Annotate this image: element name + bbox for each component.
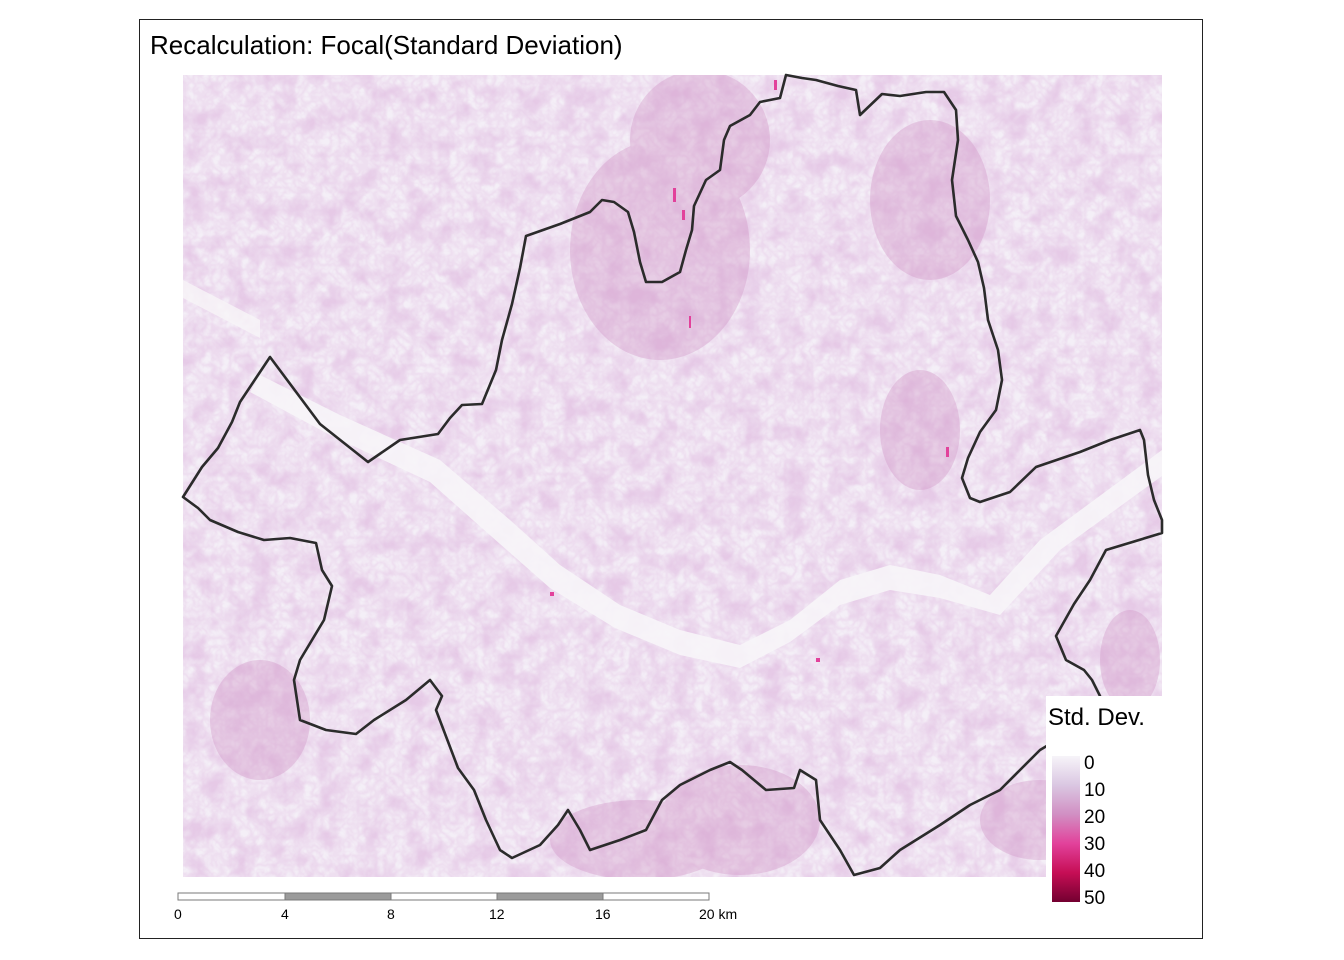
legend-label-30: 30 bbox=[1084, 834, 1106, 855]
legend-title: Std. Dev. bbox=[1048, 704, 1145, 731]
map-frame: Recalculation: Focal(Standard Deviation) bbox=[139, 19, 1203, 939]
peak-highlights bbox=[550, 80, 949, 662]
river-west-channel bbox=[183, 280, 260, 338]
raster-texture-fine bbox=[183, 75, 1162, 877]
scale-bar-graphic bbox=[177, 892, 710, 901]
map-canvas bbox=[177, 73, 1164, 901]
scale-label-16: 16 bbox=[595, 906, 611, 922]
legend-label-0: 0 bbox=[1084, 753, 1095, 774]
map-title: Recalculation: Focal(Standard Deviation) bbox=[150, 30, 623, 60]
legend-label-50: 50 bbox=[1084, 888, 1106, 909]
scale-label-20km: 20 km bbox=[699, 906, 738, 922]
legend-label-40: 40 bbox=[1084, 861, 1106, 882]
scale-label-12: 12 bbox=[489, 906, 505, 922]
seoul-boundary bbox=[181, 73, 1164, 877]
scale-label-0: 0 bbox=[174, 906, 182, 922]
han-river bbox=[250, 375, 1162, 668]
scale-label-4: 4 bbox=[281, 906, 289, 922]
legend-label-20: 20 bbox=[1084, 807, 1106, 828]
legend-color-ramp bbox=[1052, 756, 1080, 902]
legend: Std. Dev. 0 10 20 30 40 50 bbox=[1046, 696, 1164, 910]
legend-label-10: 10 bbox=[1084, 780, 1106, 801]
scale-label-8: 8 bbox=[387, 906, 395, 922]
